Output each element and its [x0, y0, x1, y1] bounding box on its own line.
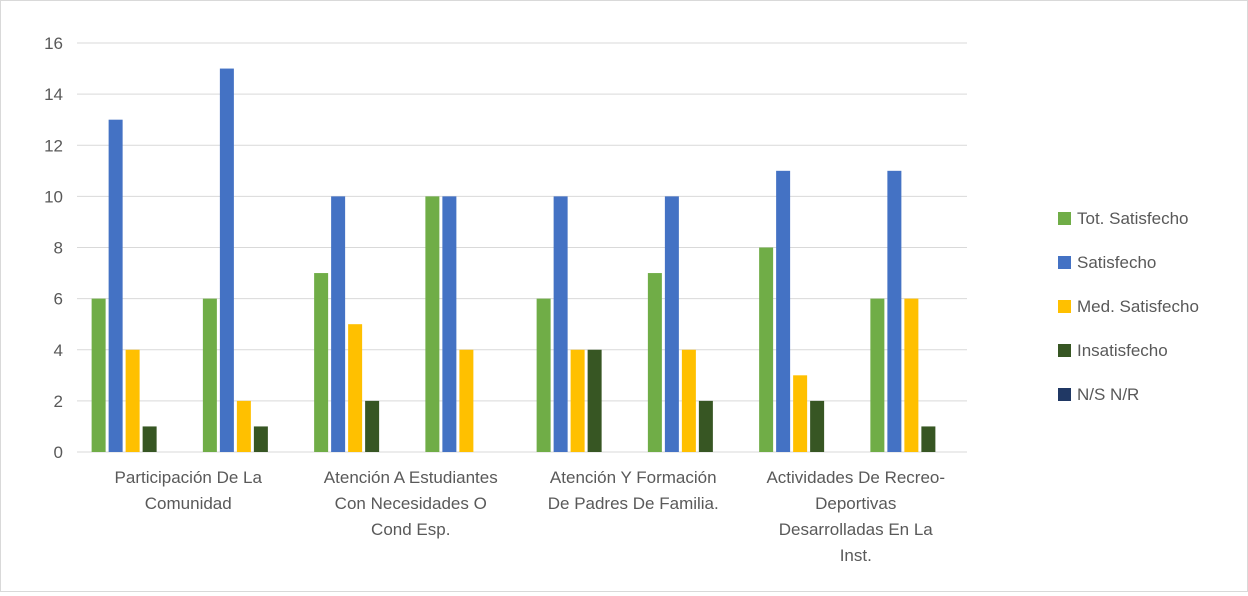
y-tick-label: 8 — [54, 239, 63, 258]
bar-tot-satisfecho — [647, 273, 662, 452]
y-axis-ticks: 0 2 4 6 8 10 12 14 16 — [44, 34, 63, 462]
bar-med-satisfecho — [459, 349, 474, 452]
bar-satisfecho — [442, 196, 457, 452]
bar-satisfecho — [887, 170, 902, 452]
x-category-label: Participación De La — [115, 468, 263, 487]
x-category-label: Atención Y Formación — [550, 468, 717, 487]
legend-swatch-insatisfecho — [1058, 344, 1071, 357]
bar-med-satisfecho — [348, 324, 363, 452]
bar-satisfecho — [664, 196, 679, 452]
y-tick-label: 6 — [54, 290, 63, 309]
bar-insatisfecho — [253, 426, 268, 452]
bar-med-satisfecho — [125, 349, 140, 452]
legend-swatch-n-s-n-r — [1058, 388, 1071, 401]
x-category-label: Desarrolladas En La — [779, 520, 934, 539]
bar-insatisfecho — [698, 400, 713, 452]
bars — [91, 68, 936, 452]
y-tick-label: 12 — [44, 136, 63, 155]
bar-insatisfecho — [365, 400, 380, 452]
legend-label-insatisfecho: Insatisfecho — [1077, 341, 1168, 360]
bar-satisfecho — [776, 170, 791, 452]
legend-swatch-med-satisfecho — [1058, 300, 1071, 313]
legend-swatch-satisfecho — [1058, 256, 1071, 269]
bar-satisfecho — [219, 68, 234, 452]
legend-label-tot-satisfecho: Tot. Satisfecho — [1077, 209, 1189, 228]
x-category-label: Cond Esp. — [371, 520, 450, 539]
bar-tot-satisfecho — [759, 247, 774, 452]
bar-insatisfecho — [587, 349, 602, 452]
bar-tot-satisfecho — [425, 196, 440, 452]
bar-tot-satisfecho — [314, 273, 329, 452]
bar-insatisfecho — [810, 400, 825, 452]
x-category-label: Con Necesidades O — [335, 494, 487, 513]
legend-label-med-satisfecho: Med. Satisfecho — [1077, 297, 1199, 316]
bar-med-satisfecho — [681, 349, 696, 452]
x-category-label: Actividades De Recreo- — [766, 468, 945, 487]
x-category-label: De Padres De Familia. — [548, 494, 719, 513]
bar-satisfecho — [553, 196, 568, 452]
bar-tot-satisfecho — [91, 298, 106, 452]
y-tick-label: 16 — [44, 34, 63, 53]
x-axis-labels: Participación De La Comunidad Atención A E… — [115, 468, 946, 565]
y-tick-label: 2 — [54, 392, 63, 411]
y-tick-label: 0 — [54, 443, 63, 462]
legend-label-n-s-n-r: N/S N/R — [1077, 385, 1139, 404]
legend-swatch-tot-satisfecho — [1058, 212, 1071, 225]
x-category-label: Atención A Estudiantes — [324, 468, 498, 487]
y-tick-label: 4 — [54, 341, 63, 360]
bar-satisfecho — [331, 196, 346, 452]
bar-tot-satisfecho — [202, 298, 217, 452]
bar-med-satisfecho — [570, 349, 585, 452]
legend: Tot. Satisfecho Satisfecho Med. Satisfecho… — [1058, 209, 1199, 404]
y-tick-label: 10 — [44, 187, 63, 206]
y-tick-label: 14 — [44, 85, 63, 104]
x-category-label: Comunidad — [145, 494, 232, 513]
legend-label-satisfecho: Satisfecho — [1077, 253, 1156, 272]
bar-insatisfecho — [142, 426, 157, 452]
x-category-label: Deportivas — [815, 494, 896, 513]
bar-tot-satisfecho — [870, 298, 885, 452]
bar-med-satisfecho — [236, 400, 251, 452]
bar-tot-satisfecho — [536, 298, 551, 452]
x-category-label: Inst. — [840, 546, 872, 565]
bar-insatisfecho — [921, 426, 936, 452]
bar-satisfecho — [108, 119, 123, 452]
bar-med-satisfecho — [904, 298, 919, 452]
bar-med-satisfecho — [793, 375, 808, 452]
